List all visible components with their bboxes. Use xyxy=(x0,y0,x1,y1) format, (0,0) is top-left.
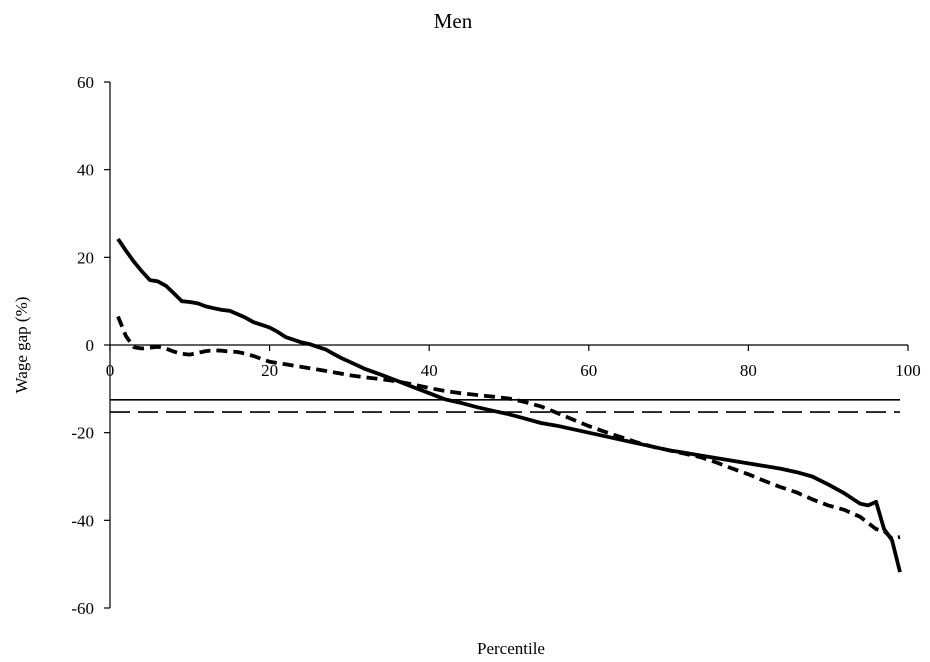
series-line-2-short-dash-thick xyxy=(116,315,901,541)
x-axis-label: Percentile xyxy=(477,639,545,658)
chart-title: Men xyxy=(434,9,473,33)
axes: 60 40 20 0 -20 -40 -60 0 20 40 60 80 100 xyxy=(71,73,920,618)
y-tick-label: 40 xyxy=(77,161,94,180)
series-line-1-solid-thick xyxy=(116,237,902,573)
series-group xyxy=(110,237,902,573)
y-tick-label: -40 xyxy=(71,511,94,530)
x-tick-label: 100 xyxy=(895,361,921,380)
y-tick-label: 60 xyxy=(77,73,94,92)
x-tick-label: 20 xyxy=(261,361,278,380)
x-tick-label: 60 xyxy=(580,361,597,380)
y-tick-label: 0 xyxy=(86,336,95,355)
y-tick-label: 20 xyxy=(77,248,94,267)
x-tick-label: 80 xyxy=(740,361,757,380)
x-tick-label: 0 xyxy=(106,361,115,380)
y-axis-label: Wage gap (%) xyxy=(12,297,31,394)
x-tick-label: 40 xyxy=(421,361,438,380)
y-tick-label: -20 xyxy=(71,424,94,443)
y-tick-label: -60 xyxy=(71,599,94,618)
